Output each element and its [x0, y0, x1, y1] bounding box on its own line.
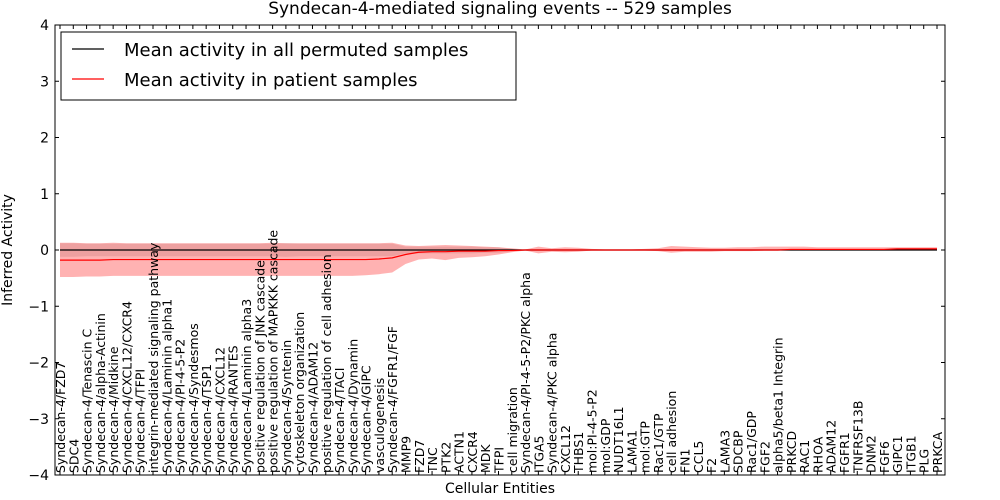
category-label: RHOA	[810, 436, 825, 473]
category-label: Syndecan-4/FZD7	[53, 362, 68, 473]
category-label: Syndecan-4/CXCL12	[212, 347, 227, 473]
category-label: Syndecan-4/FGFR1/FGF	[385, 326, 400, 473]
category-label: TNFRSF13B	[850, 401, 865, 474]
category-label: Rac1/GDP	[744, 411, 759, 473]
category-label: ACTN1	[452, 431, 467, 473]
category-label: CXCL12	[558, 425, 573, 473]
category-label: Syndecan-4/Laminin alpha1	[159, 299, 174, 473]
category-label: FN1	[678, 448, 693, 473]
category-label: Syndecan-4/ADAM12	[305, 342, 320, 473]
ytick-label: −4	[28, 468, 49, 484]
category-label: positive regulation of cell adhesion	[319, 254, 334, 473]
category-label: SDC4	[66, 439, 81, 473]
category-label: FGF2	[757, 441, 772, 473]
ytick-label: −3	[28, 412, 49, 428]
category-label: DNM2	[864, 435, 879, 473]
category-label: F2	[704, 458, 719, 473]
y-axis-label: Inferred Activity	[0, 194, 16, 306]
category-label: Syndecan-4/CXCL12/CXCR4	[119, 301, 134, 473]
category-label: PLG	[917, 449, 932, 473]
legend-label-patient: Mean activity in patient samples	[124, 70, 418, 91]
category-label: GIPC1	[890, 435, 905, 473]
chart-title: Syndecan-4-mediated signaling events -- …	[268, 0, 732, 19]
category-label: Syndecan-4/Dynamin	[345, 339, 360, 473]
ytick-label: 2	[40, 131, 49, 147]
category-label: Syndecan-4/Syndesmos	[186, 323, 201, 473]
legend-box	[60, 31, 517, 101]
category-label: FZD7	[412, 440, 427, 473]
category-label: ADAM12	[824, 420, 839, 473]
category-label: vasculogenesis	[372, 378, 387, 473]
category-label: THBS1	[571, 432, 586, 474]
plot-frame	[54, 24, 946, 476]
ytick-label: 1	[40, 187, 49, 203]
category-label: Syndecan-4/alpha-Actinin	[93, 313, 108, 473]
legend: Mean activity in all permuted samples Me…	[60, 31, 517, 101]
legend-label-permuted: Mean activity in all permuted samples	[124, 40, 468, 61]
category-label: alpha5/beta1 Integrin	[771, 337, 786, 473]
category-label: positive regulation of JNK cascade	[252, 260, 267, 473]
category-label: TFPI	[492, 447, 507, 474]
category-label: Syndecan-4/Laminin alpha3	[239, 299, 254, 473]
ytick-label: 3	[40, 74, 49, 90]
category-label: mol:GTP	[638, 421, 653, 473]
category-label: mol:GDP	[598, 418, 613, 473]
category-label: cell adhesion	[664, 391, 679, 473]
category-label: SDCBP	[731, 430, 746, 473]
category-label: LAMA3	[717, 430, 732, 473]
category-label: Syndecan-4/Tenascin C	[80, 328, 95, 473]
category-label: FGFR1	[837, 432, 852, 473]
ytick-label: 4	[40, 18, 49, 34]
category-label: PRKCA	[930, 432, 945, 473]
ytick-label: 0	[40, 243, 49, 259]
category-label: mol:PI-4-5-P2	[585, 389, 600, 473]
category-label: Syndecan-4/PKC alpha	[545, 333, 560, 473]
category-label: CXCR4	[465, 431, 480, 473]
category-label: Syndecan-4/TFPI	[133, 369, 148, 473]
category-label: Syndecan-4/Syntenin	[279, 340, 294, 473]
y-axis-ticks: −4 −3 −2 −1 0 1 2 3 4	[28, 18, 945, 484]
category-label: PTK2	[438, 442, 453, 473]
category-label: FGF6	[877, 441, 892, 473]
category-label: Syndecan-4/Midkine	[106, 346, 121, 473]
category-label: integrin-mediated signaling pathway	[146, 242, 161, 473]
ytick-label: −2	[28, 356, 49, 372]
category-label: NUDT16L1	[611, 406, 626, 473]
category-label: RAC1	[797, 440, 812, 473]
x-axis-label: Cellular Entities	[445, 481, 555, 497]
category-label: Rac1/GTP	[651, 413, 666, 473]
category-label: cell migration	[505, 387, 520, 473]
series-lines	[59, 248, 938, 261]
category-label: Syndecan-4/GIPC	[359, 365, 374, 473]
category-label: positive regulation of MAPKKK cascade	[266, 230, 281, 473]
category-label: Syndecan-4/TSP1	[199, 364, 214, 473]
category-label: TNC	[425, 447, 440, 474]
category-label: PRKCD	[784, 431, 799, 473]
category-label: Syndecan-4/PI-4-5-P2	[173, 339, 188, 473]
category-label: MDK	[478, 444, 493, 473]
category-label: ITGA5	[531, 435, 546, 473]
category-label: MMP9	[398, 436, 413, 473]
ytick-label: −1	[28, 299, 49, 315]
category-label: Syndecan-4/PI-4-5-P2/PKC alpha	[518, 272, 533, 473]
x-axis-ticks	[59, 25, 938, 475]
category-label: LAMA1	[624, 430, 639, 473]
category-label: ITGB1	[903, 435, 918, 473]
category-label: CCL5	[691, 441, 706, 473]
category-label: Syndecan-4/TACI	[332, 368, 347, 473]
category-label: Syndecan-4/RANTES	[226, 345, 241, 473]
category-label: cytoskeleton organization	[292, 312, 307, 473]
patient-band	[60, 242, 937, 277]
